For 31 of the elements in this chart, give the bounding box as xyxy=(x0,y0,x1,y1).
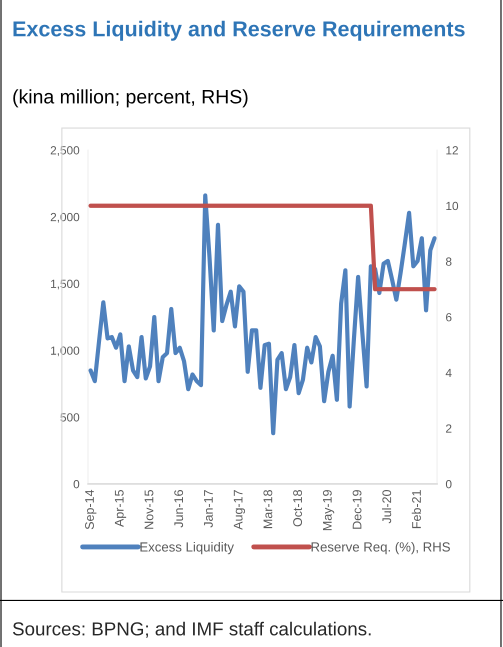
y2-tick-label: 6 xyxy=(446,313,452,322)
legend-label: Excess Liquidity xyxy=(140,542,234,554)
chart-subtitle: (kina million; percent, RHS) xyxy=(13,89,248,108)
x-tick-label: Jan-17 xyxy=(204,490,213,528)
x-tick-label: Jul-20 xyxy=(382,490,392,524)
x-tick-label: May-19 xyxy=(322,490,334,530)
x-tick-label: Mar-18 xyxy=(263,490,272,528)
y2-tick-label: 12 xyxy=(446,146,458,154)
y-tick-label: 1,500 xyxy=(51,280,80,290)
chart-title: Excess Liquidity and Reserve Requirements xyxy=(14,20,465,41)
y2-tick-label: 2 xyxy=(446,424,452,433)
legend-label: Reserve Req. (%), RHS xyxy=(312,542,450,554)
x-tick-label: Dec-19 xyxy=(352,490,362,529)
x-tick-label: Sep-14 xyxy=(85,490,96,530)
y-tick-label: 2,500 xyxy=(50,146,80,156)
y2-tick-label: 0 xyxy=(446,480,452,488)
x-tick-label: Nov-15 xyxy=(144,490,154,529)
y-tick-label: 1,000 xyxy=(51,346,80,356)
source-note: Sources: BPNG; and IMF staff calculations. xyxy=(12,622,371,638)
y-tick-label: 2,000 xyxy=(50,212,80,223)
x-tick-label: Jun-16 xyxy=(174,490,184,528)
y2-tick-label: 4 xyxy=(446,368,452,377)
y2-tick-label: 8 xyxy=(446,257,452,266)
line-series xyxy=(88,193,437,436)
x-tick-label: Oct-18 xyxy=(293,490,302,526)
y-tick-label: 0 xyxy=(74,480,80,488)
x-tick-label: Apr-15 xyxy=(114,490,126,527)
x-tick-label: Feb-21 xyxy=(412,490,421,528)
y-tick-label: 500 xyxy=(60,413,80,422)
x-tick-label: Aug-17 xyxy=(234,490,246,530)
y2-tick-label: 10 xyxy=(446,202,458,210)
